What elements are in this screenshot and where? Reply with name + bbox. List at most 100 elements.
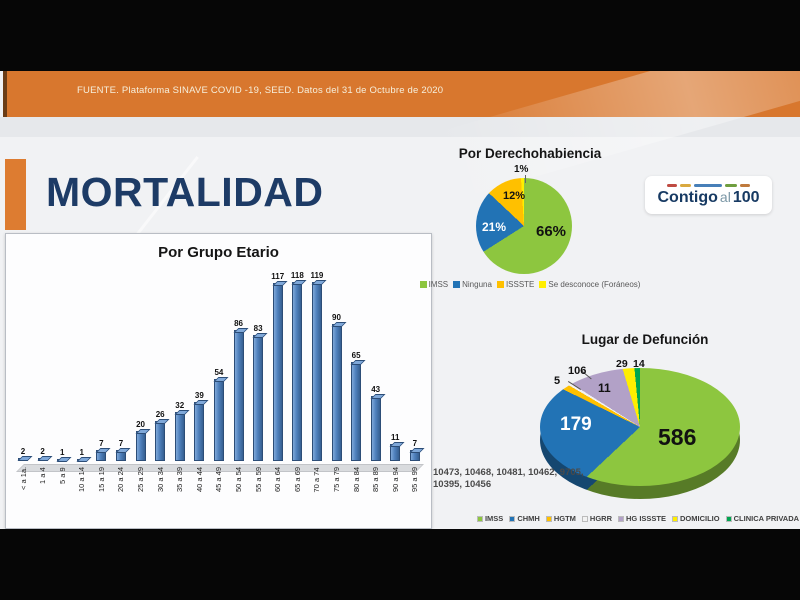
bar-category-label: 75 a 79 [332,467,341,493]
bar-column: 26 30 a 34 [151,271,169,525]
logo-word-100: 100 [732,189,760,206]
bar [370,396,381,461]
bar-value-label: 1 [59,448,65,457]
bar [135,431,146,461]
bar [96,450,107,461]
pie1-slice-label: 21% [482,220,507,234]
bar-value-label: 54 [214,368,224,377]
pie1-legend: IMSS Ninguna ISSSTE Se desconoce (Foráneos) [419,280,640,289]
bar-category-label: 45 a 49 [214,467,224,493]
header-divider-strip [0,117,800,137]
pie1-slice-label: 12% [503,190,526,202]
legend-swatch [618,515,624,522]
pie1-slice-label: 1% [514,164,529,175]
slide: FUENTE. Plataforma SINAVE COVID -19, SEE… [0,71,800,529]
bar-column: 1 5 a 9 [53,271,71,525]
legend-item: ISSSTE [496,280,535,289]
legend-label: Se desconoce (Foráneos) [548,280,641,289]
bar-column: 2 1 a 4 [34,271,52,525]
legend-item: CLINICA PRIVADA [725,514,799,523]
bar-column: 32 35 a 39 [171,271,189,525]
bar-category-label: 50 a 54 [234,467,244,493]
bar [233,330,244,461]
bar-chart-panel: Por Grupo Etario 2 < a 1a. 2 1 a 4 1 5 a 9 1 10… [5,233,432,529]
logo-dash [740,184,750,187]
bar-column: 118 65 a 69 [288,271,306,525]
logo-word-al: al [719,189,731,205]
bar [272,283,283,461]
bar-category-label: 85 a 89 [371,467,381,493]
bar-category-label: 40 a 44 [194,467,204,493]
bar-column: 7 95 a 99 [406,271,424,525]
bar [331,324,342,461]
legend-swatch [545,515,552,522]
bar-value-label: 83 [253,324,263,333]
legend-swatch [581,515,588,522]
legend-label: IMSS [484,514,504,523]
legend-item: Se desconoce (Foráneos) [539,280,640,289]
legend-item: CHMH [509,514,540,523]
legend-swatch [539,281,547,288]
bar-column: 20 25 a 29 [132,271,150,525]
bar-column: 39 40 a 44 [190,271,208,525]
legend-item: HGTM [545,514,576,523]
legend-label: ISSSTE [505,280,535,289]
bar-value-label: 117 [271,272,285,281]
bar-category-label: 95 a 99 [410,467,420,493]
bar-value-label: 32 [175,401,185,410]
bar-category-label: 60 a 64 [273,467,283,493]
page-title: MORTALIDAD [46,169,324,215]
leader-line [525,175,526,183]
bar-category-label: 10 a 14 [77,467,87,493]
legend-swatch [509,515,516,522]
bar-columns: 2 < a 1a. 2 1 a 4 1 5 a 9 1 10 a 14 7 15 a 19 7 20 … [14,271,424,525]
bar-column: 2 < a 1a. [14,271,32,525]
bar [37,458,48,461]
bar-value-label: 119 [310,271,324,280]
bar [194,402,205,461]
bar-category-label: 35 a 39 [175,467,185,493]
bar-value-label: 1 [79,448,84,457]
pie2-title: Lugar de Defunción [581,332,709,347]
legend-swatch [496,281,504,288]
bar-column: 86 50 a 54 [230,271,248,525]
legend-label: HGRR [589,514,612,523]
bar [390,444,401,461]
bar-column: 7 20 a 24 [112,271,130,525]
bar-category-label: 65 a 69 [292,467,302,493]
bar-value-label: 118 [290,271,304,280]
bar-column: 83 55 a 59 [249,271,267,525]
legend-item: Ninguna [453,280,492,289]
legend-swatch [672,515,679,522]
pie2-slice-label: 179 [560,414,592,435]
pie2-legend: IMSS CHMH HGTM HGRR HG ISSSTE DOMICILIO CLINIC… [476,514,799,523]
source-bar-accent [3,71,7,117]
bar-category-label: 80 a 84 [351,467,361,493]
bar-chart-title: Por Grupo Etario [158,244,279,261]
legend-swatch [419,281,427,288]
bar-value-label: 65 [351,351,361,360]
bar-category-label: 90 a 94 [390,467,400,493]
legend-swatch [453,281,461,288]
bar-value-label: 39 [194,391,204,400]
pie2-slice-label: 5 [554,375,561,387]
pie2-note: 10473, 10468, 10481, 10462, 9705, 10395,… [433,467,584,490]
bar-column: 7 15 a 19 [92,271,110,525]
bar-value-label: 43 [371,385,381,394]
legend-label: CHMH [517,514,540,523]
bar-category-label: 55 a 59 [253,467,263,493]
logo-dash [725,184,737,187]
source-text: FUENTE. Plataforma SINAVE COVID -19, SEE… [77,85,444,96]
bar-category-label: 15 a 19 [96,467,106,493]
bar [292,282,303,461]
pie1-title: Por Derechohabiencia [458,146,602,161]
bar-value-label: 7 [99,439,104,448]
bar [155,421,166,461]
bar-value-label: 26 [155,410,165,419]
bar-category-label: 25 a 29 [136,467,146,493]
bar-category-label: 70 a 74 [312,467,322,493]
legend-item: IMSS [476,514,504,523]
legend-item: HGRR [581,514,612,523]
legend-label: IMSS [428,280,449,289]
